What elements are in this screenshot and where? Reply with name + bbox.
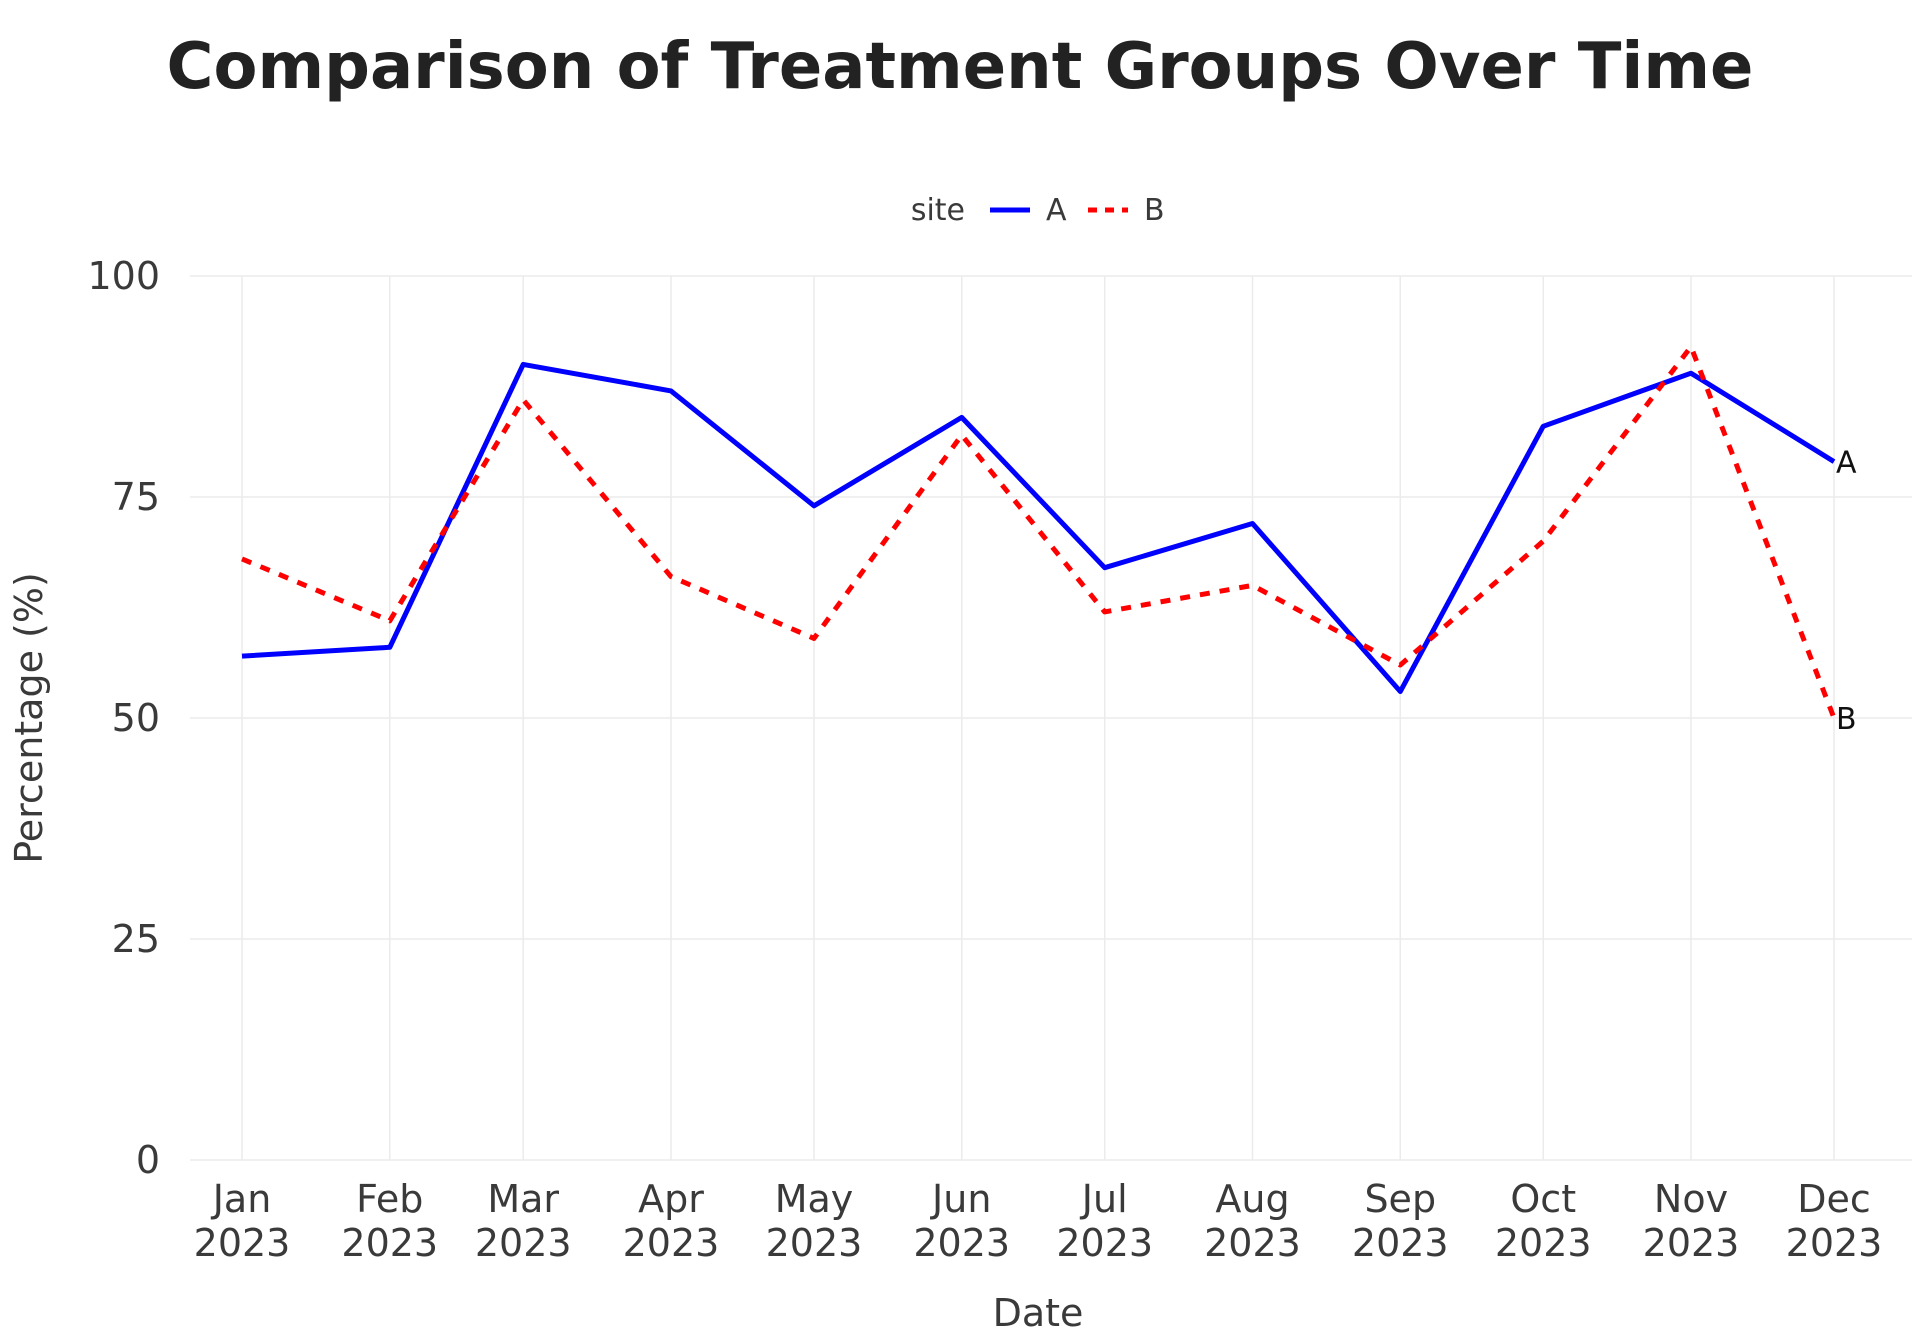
series-line-A — [241, 361, 1836, 694]
x-tick-month: Nov — [1654, 1177, 1728, 1221]
y-tick-label: 0 — [136, 1138, 160, 1182]
x-tick-month: Jan — [211, 1177, 272, 1221]
chart-title: Comparison of Treatment Groups Over Time — [167, 30, 1754, 104]
x-tick-month: Apr — [638, 1177, 704, 1221]
x-tick-label: May 2023 — [766, 1177, 863, 1265]
x-tick-month: Sep — [1364, 1177, 1436, 1221]
x-tick-month: Feb — [356, 1177, 423, 1221]
x-tick-year: 2023 — [1204, 1221, 1301, 1265]
legend-label-B: B — [1144, 193, 1165, 228]
x-tick-month: Jul — [1080, 1177, 1128, 1221]
x-tick-label: Apr 2023 — [623, 1177, 720, 1265]
x-tick-label: Jun 2023 — [913, 1177, 1010, 1265]
series-lines — [241, 344, 1837, 719]
x-tick-year: 2023 — [1643, 1221, 1740, 1265]
legend: site A B — [911, 193, 1165, 228]
series-line-B — [241, 344, 1837, 719]
x-tick-month: Aug — [1215, 1177, 1289, 1221]
x-tick-label: Nov 2023 — [1643, 1177, 1740, 1265]
x-tick-label: Jan 2023 — [194, 1177, 291, 1265]
y-tick-label: 50 — [112, 696, 160, 740]
series-end-label-B: B — [1836, 702, 1857, 737]
y-tick-label: 75 — [112, 475, 160, 519]
x-tick-month: May — [775, 1177, 854, 1221]
x-tick-label: Mar 2023 — [475, 1177, 572, 1265]
legend-title: site — [911, 193, 965, 228]
y-axis-ticks: 0 25 50 75 100 — [87, 254, 160, 1182]
series-end-labels: AB — [1836, 446, 1857, 737]
x-tick-month: Oct — [1510, 1177, 1576, 1221]
x-tick-year: 2023 — [475, 1221, 572, 1265]
x-tick-label: Dec 2023 — [1786, 1177, 1883, 1265]
series-end-label-A: A — [1836, 446, 1857, 481]
x-tick-month: Jun — [930, 1177, 991, 1221]
x-tick-year: 2023 — [623, 1221, 720, 1265]
y-axis-title: Percentage (%) — [7, 572, 51, 864]
x-tick-label: Sep 2023 — [1352, 1177, 1449, 1265]
x-tick-year: 2023 — [1495, 1221, 1592, 1265]
x-tick-year: 2023 — [1352, 1221, 1449, 1265]
x-tick-year: 2023 — [1056, 1221, 1153, 1265]
x-tick-label: Feb 2023 — [341, 1177, 438, 1265]
x-tick-year: 2023 — [1786, 1221, 1883, 1265]
x-tick-label: Oct 2023 — [1495, 1177, 1592, 1265]
legend-label-A: A — [1046, 193, 1067, 228]
x-tick-label: Aug 2023 — [1204, 1177, 1301, 1265]
x-axis-title: Date — [993, 1291, 1084, 1335]
y-tick-label: 100 — [87, 254, 160, 298]
x-tick-year: 2023 — [194, 1221, 291, 1265]
y-tick-label: 25 — [112, 917, 160, 961]
x-tick-label: Jul 2023 — [1056, 1177, 1153, 1265]
x-tick-month: Mar — [487, 1177, 559, 1221]
x-tick-year: 2023 — [913, 1221, 1010, 1265]
x-tick-year: 2023 — [766, 1221, 863, 1265]
x-tick-month: Dec — [1797, 1177, 1871, 1221]
grid — [190, 275, 1912, 1161]
x-tick-year: 2023 — [341, 1221, 438, 1265]
